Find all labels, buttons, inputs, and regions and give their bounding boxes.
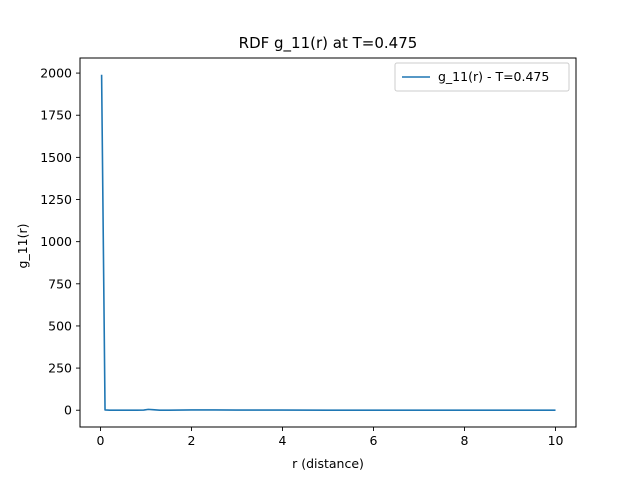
x-tick-label: 6 bbox=[370, 433, 378, 448]
y-tick-label: 1000 bbox=[40, 234, 72, 249]
x-tick-label: 0 bbox=[97, 433, 105, 448]
x-axis-label: r (distance) bbox=[292, 456, 364, 471]
x-tick-label: 10 bbox=[548, 433, 564, 448]
y-axis: 0 250 500 750 1000 1250 1500 1750 2000 bbox=[40, 66, 80, 418]
legend: g_11(r) - T=0.475 bbox=[394, 62, 570, 92]
y-tick-label: 2000 bbox=[40, 66, 72, 81]
x-tick-label: 4 bbox=[279, 433, 287, 448]
series-line-0 bbox=[100, 74, 556, 412]
y-tick-label: 0 bbox=[64, 403, 72, 418]
x-tick-label: 8 bbox=[461, 433, 469, 448]
y-tick-label: 1750 bbox=[40, 108, 72, 123]
y-tick-label: 250 bbox=[48, 361, 72, 376]
y-tick-label: 1500 bbox=[40, 150, 72, 165]
y-axis-label: g_11(r) bbox=[15, 224, 30, 269]
y-tick-label: 750 bbox=[48, 276, 72, 291]
chart-title: RDF g_11(r) at T=0.475 bbox=[239, 34, 418, 53]
x-tick-label: 2 bbox=[188, 433, 196, 448]
legend-entry-label: g_11(r) - T=0.475 bbox=[438, 69, 549, 84]
series-layer bbox=[100, 74, 556, 412]
x-axis: 0 2 4 6 8 10 bbox=[97, 427, 564, 448]
y-tick-label: 500 bbox=[48, 318, 72, 333]
y-tick-label: 1250 bbox=[40, 192, 72, 207]
axes-frame bbox=[79, 57, 577, 428]
legend-box bbox=[394, 62, 570, 92]
